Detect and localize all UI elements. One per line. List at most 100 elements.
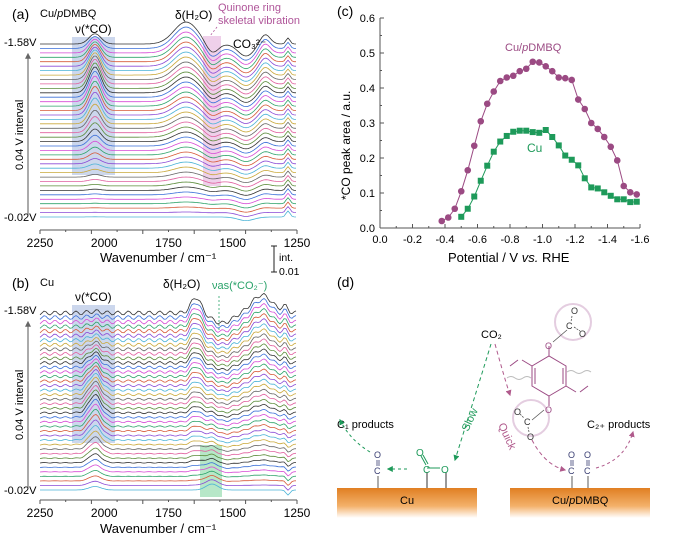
svg-text:C: C [524,417,531,427]
data-point [503,74,511,81]
y-tick-label: 0.4 [360,83,375,95]
top-voltage-b: -1.58V [4,305,37,317]
x-tick-label: -1.6 [631,234,650,246]
annotation-co-b: ν(*CO) [75,290,112,304]
data-point [444,214,452,221]
spectrum-trace [40,103,296,133]
data-point [549,134,556,140]
spectrum-trace [39,308,297,337]
spectrum-trace [39,333,297,358]
quick-path-arrow-1 [494,343,512,397]
data-point [464,205,471,212]
spectrum-trace [40,146,297,162]
data-point [509,72,517,80]
spectrum-trace [39,414,297,435]
spectrum-trace [40,140,297,158]
data-point [607,192,614,199]
data-point [555,142,562,149]
data-point [471,193,478,200]
data-point [548,67,556,75]
data-point [620,196,627,203]
x-tick-label: 2000 [91,236,118,250]
spectra-a [40,21,297,222]
svg-text:O: O [568,450,575,460]
data-point [464,166,472,174]
panel-c-label: (c) [337,3,353,19]
rotation-circle-top [554,303,592,341]
x-tick-label: 2250 [27,506,54,520]
x-tick-label: 1500 [219,506,246,520]
spectrum-trace [39,348,297,371]
spectrum-trace [40,26,296,61]
top-voltage-a: -1.58V [4,37,37,49]
spectrum-trace [40,75,297,112]
x-tick-label: -0.4 [436,234,455,246]
atom-o: O [441,465,449,476]
data-point [581,105,589,113]
spectrum-trace [40,183,297,196]
data-point [477,177,484,184]
spectrum-trace [40,36,297,70]
data-point [620,182,628,190]
bottom-voltage-b: -0.02V [4,485,37,497]
spectrum-trace [39,469,297,482]
spectrum-trace [40,92,297,124]
data-point [470,142,478,150]
x-axis-label-b: Wavenumber / cm⁻¹ [100,521,217,536]
x-tick-label: -1.4 [598,234,617,246]
svg-text:O: O [545,341,552,351]
data-point [614,196,621,203]
spectrum-trace [39,368,297,393]
spectra-b [39,292,297,496]
spectrum-trace [40,170,297,184]
spectrum-trace [40,165,296,179]
spectrum-trace [40,151,296,167]
intensity-scale-bar: int. 0.01 [271,245,300,278]
c1-products-label: C₁ products [337,419,394,431]
data-point [594,125,602,133]
spectrum-trace [39,453,297,467]
data-point [581,175,588,182]
spectrum-trace [40,52,296,86]
series-line [460,129,637,218]
annotation-co: ν(*CO) [75,22,112,36]
svg-text:C: C [584,466,591,476]
spectrum-trace [40,71,296,108]
quick-path-arrow-2 [531,439,567,472]
quinone-pointer [209,26,218,37]
data-point [497,138,504,145]
x-tick-label: -1.2 [566,234,585,246]
spectrum-trace [39,328,297,354]
spectrum-trace [40,179,296,192]
data-point [575,162,582,169]
spectrum-trace [40,46,297,78]
x-tick-label: 2250 [27,236,54,250]
panel-a: (a) Cu/pDMBQ ν(*CO) δ(H₂O) Quinone ring … [4,2,311,265]
cudmbq-surface [510,488,650,518]
annotation-h2o-b: δ(H₂O) [163,277,200,291]
svg-text:C: C [568,466,575,476]
y-tick-label: 0.5 [360,48,375,60]
panel-d: (d) Cu Cu/pDMBQ CO₂ C₁ products C₂₊ prod… [337,274,651,518]
spectrum-trace [39,447,297,463]
data-point [568,156,575,163]
spectrum-trace [39,430,297,448]
spectrum-trace [39,361,297,384]
data-point [542,63,550,70]
data-point [477,117,485,125]
data-point [490,148,497,155]
spectrum-trace [40,134,296,154]
spectrum-trace [40,192,297,205]
data-point [483,100,491,108]
cu-surface [337,488,477,518]
spectrum-trace [40,156,297,171]
x-tick-label: -0.8 [501,234,520,246]
data-point [633,198,640,205]
data-point [562,152,569,159]
data-point [535,59,543,66]
svg-text:O: O [374,450,381,460]
x-tick-label: 1250 [284,506,311,520]
panel-b: (b) Cu ν(*CO) δ(H₂O) νas(*CO₂⁻) -1.58V -… [4,275,311,536]
spectrum-trace [39,384,297,410]
